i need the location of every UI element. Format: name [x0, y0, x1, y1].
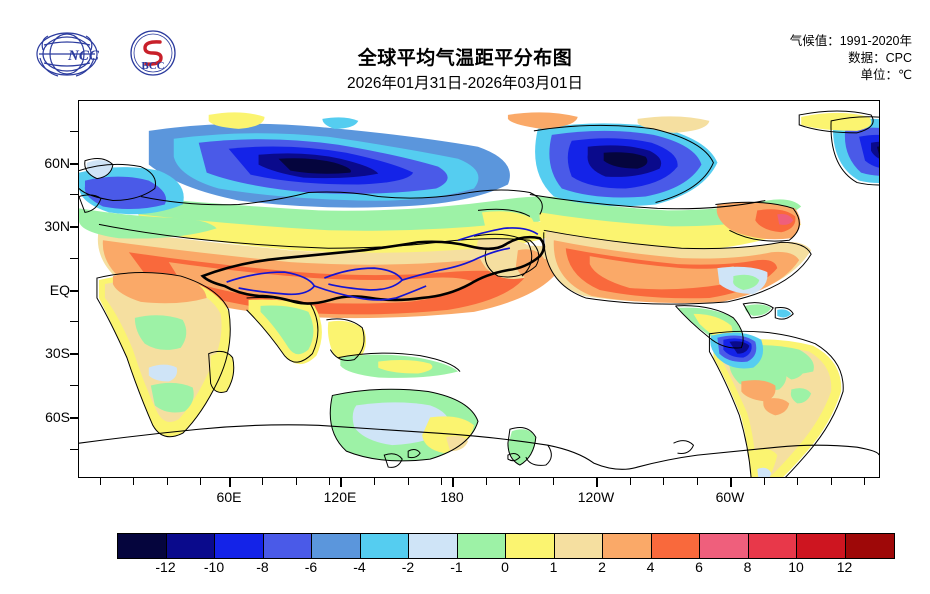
colorbar-tick-label: -6 — [304, 559, 318, 575]
logo-group: NCC BCC — [34, 28, 194, 80]
colorbar-band — [215, 534, 264, 558]
colorbar-tick-label: 10 — [788, 559, 804, 575]
colorbar-band — [700, 534, 749, 558]
bcc-logo-text: BCC — [141, 60, 164, 72]
region-north-america — [533, 112, 879, 346]
y-tick-label-30n: 30N — [44, 218, 70, 234]
meta-source: 数据：CPC — [848, 51, 912, 65]
y-tick-label-eq: EQ — [49, 282, 70, 298]
china-rivers — [226, 227, 539, 301]
colorbar-tick-label: 4 — [646, 559, 655, 575]
region-australia — [330, 389, 536, 466]
colorbar-band — [263, 534, 312, 558]
colorbar-band — [651, 534, 700, 558]
x-tick-label-180: 180 — [440, 489, 464, 505]
bcc-logo: BCC — [130, 30, 176, 76]
colorbar — [117, 533, 895, 559]
colorbar-tick-label: 1 — [549, 559, 558, 575]
colorbar-band — [797, 534, 846, 558]
region-islands — [86, 112, 710, 179]
colorbar-band — [166, 534, 215, 558]
colorbar-labels: -12 -10 -8 -6 -4 -2 -1 0 1 2 4 6 8 10 12 — [117, 559, 893, 579]
colorbar-tick-label: 0 — [501, 559, 509, 575]
colorbar-tick-label: 8 — [743, 559, 752, 575]
colorbar-band — [118, 534, 167, 558]
colorbar-tick-label: -2 — [401, 559, 415, 575]
colorbar-band — [409, 534, 458, 558]
x-tick-label-60e: 60E — [216, 489, 242, 505]
page-subtitle: 2026年01月31日-2026年03月01日 — [346, 75, 584, 92]
coastlines — [79, 110, 879, 477]
colorbar-band — [554, 534, 603, 558]
x-tick-label-60w: 60W — [715, 489, 745, 505]
colorbar-tick-label: -1 — [450, 559, 463, 575]
colorbar-tick-label: 2 — [598, 559, 606, 575]
y-tick-label-60n: 60N — [44, 155, 70, 171]
colorbar-band — [506, 534, 555, 558]
colorbar-tick-label: 12 — [836, 559, 853, 575]
page-title: 全球平均气温距平分布图 — [357, 48, 573, 69]
x-tick-label-120e: 120E — [323, 489, 357, 505]
colorbar-tick-label: -10 — [203, 559, 225, 575]
colorbar-band — [603, 534, 652, 558]
colorbar-band — [845, 534, 894, 558]
region-africa — [98, 272, 234, 437]
y-tick-label-30s: 30S — [45, 345, 70, 361]
colorbar-band — [312, 534, 361, 558]
region-europe — [79, 167, 217, 239]
colorbar-band — [748, 534, 797, 558]
meta-unit: 单位：℃ — [860, 68, 912, 82]
meta-climatology: 气候值：1991-2020年 — [789, 34, 912, 48]
y-tick-label-60s: 60S — [45, 409, 70, 425]
colorbar-tick-label: 6 — [695, 559, 703, 575]
colorbar-band — [360, 534, 409, 558]
colorbar-tick-label: -8 — [256, 559, 269, 575]
anomaly-heatmap — [79, 101, 879, 477]
colorbar-tick-label: -4 — [353, 559, 366, 575]
colorbar-tick-label: -12 — [155, 559, 176, 575]
map-plot-area — [78, 100, 880, 478]
meta-block: 气候值：1991-2020年 数据：CPC 单位：℃ — [790, 33, 912, 84]
ncc-logo: NCC — [36, 32, 100, 77]
ncc-logo-text: NCC — [67, 48, 100, 64]
region-south-america — [710, 332, 842, 477]
x-tick-label-120w: 120W — [577, 489, 615, 505]
colorbar-band — [457, 534, 506, 558]
